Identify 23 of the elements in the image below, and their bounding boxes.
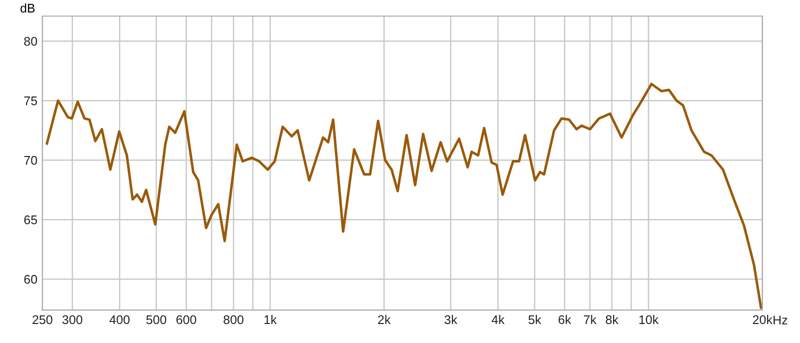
- x-tick-label: 7k: [584, 314, 597, 324]
- x-tick-label: 8k: [606, 314, 618, 324]
- y-tick-label: 65: [24, 215, 38, 224]
- y-tick-label: 70: [24, 156, 38, 165]
- x-tick-label: 2k: [378, 314, 391, 324]
- x-tick-label: 400: [109, 315, 130, 324]
- y-tick-label: 80: [24, 36, 38, 46]
- y-tick-label: 75: [24, 96, 38, 106]
- x-tick-label: 300: [62, 315, 82, 324]
- x-tick-label: 1k: [264, 314, 277, 324]
- x-tick-label: 3k: [444, 314, 458, 324]
- x-tick-label: 20k: [752, 314, 772, 324]
- x-tick-label: 6k: [558, 314, 572, 324]
- x-tick-label: 500: [146, 315, 166, 324]
- y-axis-title: dB: [20, 3, 35, 13]
- x-tick-label: 4k: [492, 314, 505, 324]
- y-tick-label: 60: [24, 274, 38, 284]
- x-tick-label: 800: [224, 315, 244, 324]
- x-tick-label: 5k: [528, 314, 542, 324]
- x-tick-label: 250: [32, 315, 52, 324]
- x-axis-title: Hz: [774, 316, 788, 324]
- x-tick-label: 600: [176, 315, 196, 324]
- x-tick-label: 10k: [639, 314, 659, 324]
